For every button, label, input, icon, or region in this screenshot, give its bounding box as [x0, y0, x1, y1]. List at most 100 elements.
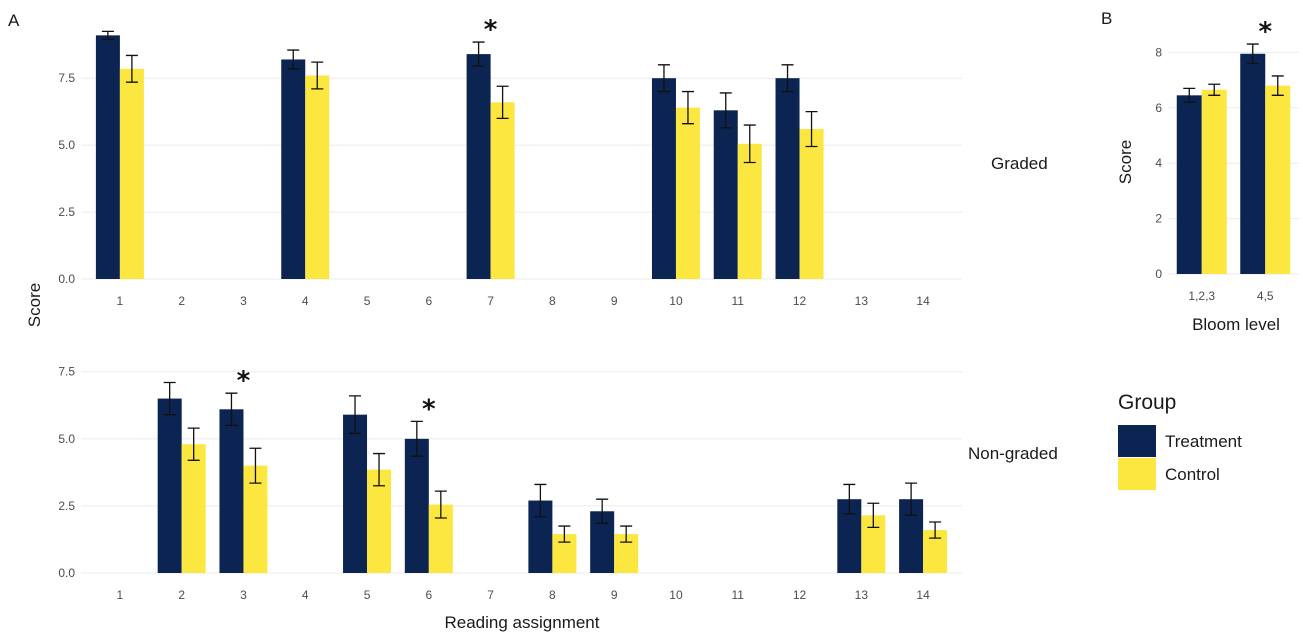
panel-b-y-axis-title: Score [1116, 140, 1135, 184]
nongraded-error-bar [558, 525, 571, 543]
graded-x-tick-label: 10 [669, 294, 683, 308]
nongraded-x-tick-label: 6 [425, 588, 432, 602]
nongraded-x-tick-label: 1 [117, 588, 124, 602]
graded-error-bar [496, 85, 509, 120]
bloom-error-bar [1183, 87, 1196, 103]
bloom-x-tick-label: 1,2,3 [1188, 289, 1215, 303]
bloom-y-tick-label: 0 [1155, 267, 1162, 281]
legend-swatch-treatment [1118, 425, 1156, 457]
graded-x-tick-label: 6 [425, 294, 432, 308]
graded-bar-control [675, 107, 700, 279]
nongraded-error-bar [373, 452, 386, 487]
graded-x-tick-label: 9 [611, 294, 618, 308]
nongraded-error-bar [249, 447, 262, 484]
bloom-significance-star: * [1258, 17, 1272, 47]
graded-error-bar [681, 90, 694, 125]
graded-x-tick-label: 5 [364, 294, 371, 308]
graded-error-bar [287, 49, 300, 70]
nongraded-error-bar [596, 498, 609, 525]
bloom-bar-control [1265, 85, 1291, 274]
nongraded-x-tick-label: 8 [549, 588, 556, 602]
graded-error-bar [719, 92, 732, 129]
nongraded-significance-star: * [237, 366, 251, 396]
bloom-x-tick-label: 4,5 [1257, 289, 1274, 303]
graded-y-tick-label: 0.0 [58, 272, 75, 286]
nongraded-y-tick-label: 7.5 [58, 365, 75, 379]
nongraded-x-tick-label: 9 [611, 588, 618, 602]
graded-y-tick-label: 2.5 [58, 205, 75, 219]
graded-bar-treatment [651, 78, 676, 280]
graded-x-tick-label: 2 [178, 294, 185, 308]
nongraded-error-bar [534, 483, 547, 518]
nongraded-error-bar [410, 420, 423, 457]
bloom-error-bar [1208, 83, 1221, 96]
legend: Group Treatment Control [1118, 391, 1242, 490]
legend-title: Group [1118, 391, 1176, 414]
graded-bar-control [737, 143, 762, 279]
nongraded-bar-control [181, 444, 206, 573]
nongraded-y-tick-label: 0.0 [58, 566, 75, 580]
graded-y-tick-label: 5.0 [58, 138, 75, 152]
nongraded-x-tick-label: 5 [364, 588, 371, 602]
nongraded-bar-treatment [343, 414, 368, 573]
nongraded-x-tick-label: 14 [916, 588, 930, 602]
nongraded-y-tick-label: 5.0 [58, 432, 75, 446]
graded-bar-treatment [775, 78, 800, 280]
graded-error-bar [805, 111, 818, 148]
nongraded-error-bar [620, 525, 633, 543]
nongraded-error-bar [843, 483, 856, 515]
graded-bar-treatment [281, 59, 306, 279]
graded-error-bar [125, 54, 138, 83]
graded-bar-control [490, 102, 515, 280]
graded-bar-control [799, 129, 824, 279]
graded-bar-control [305, 75, 330, 279]
nongraded-x-tick-label: 13 [855, 588, 869, 602]
nongraded-bar-treatment [219, 409, 244, 573]
nongraded-x-tick-label: 4 [302, 588, 309, 602]
bloom-bar-treatment [1240, 53, 1266, 274]
graded-error-bar [743, 124, 756, 164]
nongraded-error-bar [867, 502, 880, 529]
graded-error-bar [311, 61, 324, 90]
facet-label-graded: Graded [991, 154, 1048, 173]
bloom-y-tick-label: 2 [1155, 212, 1162, 226]
graded-x-tick-label: 14 [916, 294, 930, 308]
panel-b-x-axis-title: Bloom level [1192, 315, 1280, 334]
nongraded-bar-treatment [157, 398, 182, 573]
nongraded-x-tick-label: 2 [178, 588, 185, 602]
bloom-bar-treatment [1176, 95, 1202, 275]
nongraded-x-tick-label: 7 [487, 588, 494, 602]
nongraded-error-bar [225, 392, 238, 427]
bloom-y-tick-label: 6 [1155, 101, 1162, 115]
graded-bar-treatment [466, 54, 491, 280]
legend-label-treatment: Treatment [1165, 432, 1242, 451]
graded-x-tick-label: 3 [240, 294, 247, 308]
graded-error-bar [781, 64, 794, 93]
graded-x-tick-label: 13 [855, 294, 869, 308]
graded-bar-treatment [95, 35, 120, 279]
panel-b-chart: 0 2 4 6 8 1,2,3 4,5 * [1155, 17, 1299, 303]
graded-x-tick-label: 4 [302, 294, 309, 308]
nongraded-error-bar [434, 490, 447, 519]
graded-error-bar [101, 30, 114, 41]
panel-a-nongraded-chart: 0.02.55.07.51 2 3 4 5 6 7 8 9 10 11 12 13 14** [58, 365, 962, 602]
panel-a-graded-chart: 0.02.55.07.51 2 3 4 5 6 7 8 9 10 11 12 13 14* [58, 15, 962, 308]
graded-error-bar [657, 64, 670, 93]
bloom-bar-control [1201, 89, 1227, 274]
nongraded-significance-star: * [422, 394, 436, 424]
graded-significance-star: * [484, 15, 498, 45]
bloom-error-bar [1271, 75, 1284, 96]
graded-x-tick-label: 12 [793, 294, 807, 308]
nongraded-bar-control [367, 469, 392, 573]
graded-y-tick-label: 7.5 [58, 71, 75, 85]
nongraded-x-tick-label: 12 [793, 588, 807, 602]
panel-a-x-axis-title: Reading assignment [445, 613, 600, 632]
nongraded-x-tick-label: 3 [240, 588, 247, 602]
panel-b-label: B [1101, 9, 1112, 28]
nongraded-error-bar [349, 395, 362, 435]
graded-bar-treatment [713, 110, 738, 280]
bloom-y-tick-label: 4 [1155, 156, 1162, 170]
panel-a-y-axis-title: Score [25, 283, 44, 327]
facet-label-non-graded: Non-graded [968, 444, 1058, 463]
